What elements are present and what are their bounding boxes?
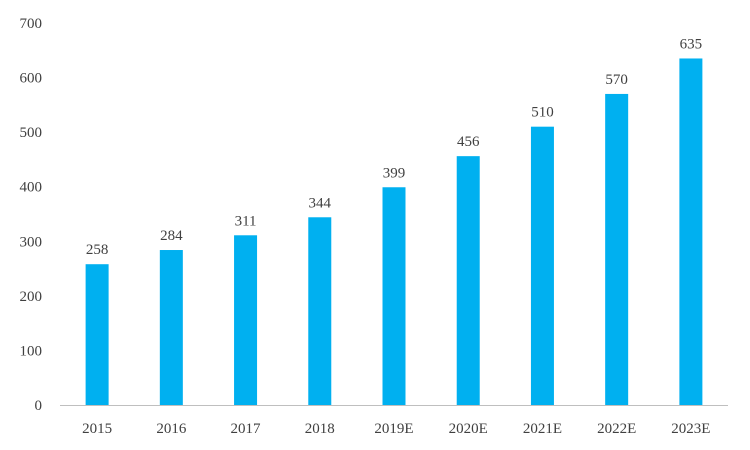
bar (456, 156, 480, 405)
x-tick-label: 2016 (156, 421, 187, 437)
bar (530, 126, 554, 405)
bar (382, 187, 406, 405)
y-tick-label: 100 (20, 343, 43, 359)
y-tick-label: 700 (20, 16, 43, 32)
x-tick-label: 2022E (597, 421, 636, 437)
x-axis-ticks: 2015 2016 2017 2018 2019E 2020E 2021E 2022E 2023… (82, 421, 710, 437)
x-tick-label: 2020E (449, 421, 488, 437)
bar (605, 93, 629, 405)
x-tick-label: 2021E (523, 421, 562, 437)
bar-value-label: 311 (235, 213, 257, 229)
bar-value-label: 284 (160, 228, 183, 244)
bar-value-label: 635 (680, 36, 703, 52)
bar-value-label: 570 (605, 72, 628, 88)
bar (159, 250, 183, 405)
x-tick-label: 2019E (374, 421, 413, 437)
y-tick-label: 200 (20, 289, 43, 305)
x-tick-label: 2015 (82, 421, 112, 437)
bar-data-labels: 258 284 311 344 399 456 510 570 635 (86, 36, 702, 258)
y-tick-label: 500 (20, 125, 43, 141)
bar (234, 235, 258, 405)
x-tick-label: 2017 (231, 421, 262, 437)
bar-value-label: 344 (309, 195, 332, 211)
x-tick-label: 2023E (671, 421, 710, 437)
x-tick-label: 2018 (305, 421, 335, 437)
y-tick-label: 600 (20, 71, 43, 87)
bar-value-label: 456 (457, 134, 480, 150)
bar-value-label: 510 (531, 105, 554, 121)
bars (85, 58, 703, 405)
y-tick-label: 0 (35, 398, 43, 414)
bar (85, 264, 109, 405)
y-axis-ticks: 0 100 200 300 400 500 600 700 (20, 16, 43, 414)
y-tick-label: 400 (20, 180, 43, 196)
bar (679, 58, 703, 405)
bar (308, 217, 332, 405)
bar-value-label: 399 (383, 165, 406, 181)
y-tick-label: 300 (20, 234, 43, 250)
bar-value-label: 258 (86, 242, 109, 258)
